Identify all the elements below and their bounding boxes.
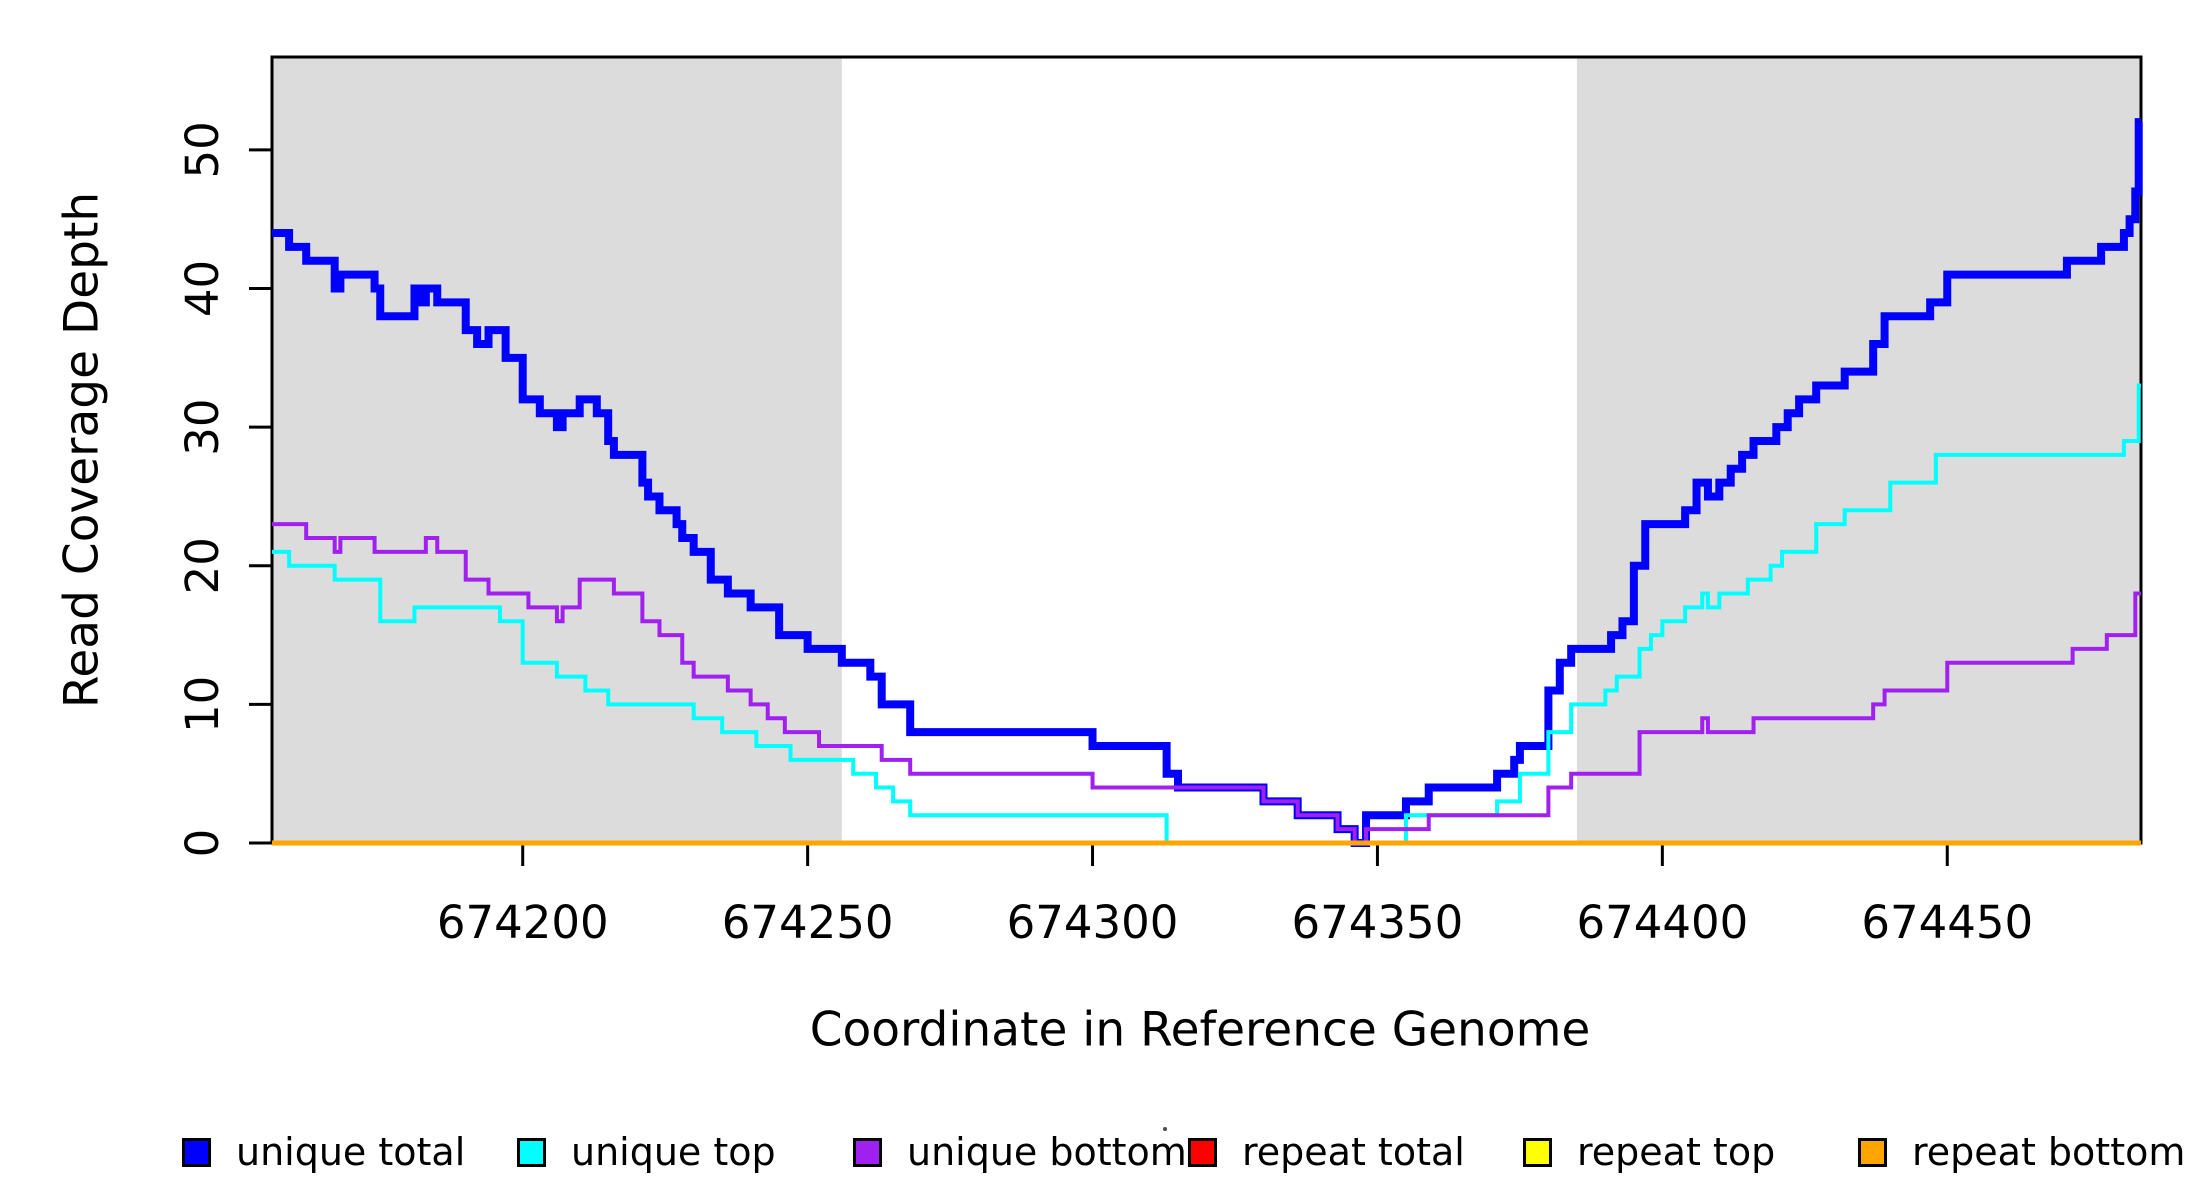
- legend-label: unique total: [236, 1130, 466, 1174]
- y-tick-label: 30: [176, 398, 229, 455]
- x-tick-label: 674450: [1861, 896, 2033, 949]
- legend-item: repeat total: [1188, 1132, 1465, 1172]
- legend-swatch-icon: [182, 1137, 211, 1167]
- y-tick-label: 20: [176, 537, 229, 594]
- legend-label: repeat top: [1577, 1130, 1776, 1174]
- y-tick-label: 0: [176, 829, 229, 858]
- x-tick-label: 674250: [722, 896, 894, 949]
- legend-swatch-icon: [1188, 1137, 1217, 1167]
- legend-label: unique top: [571, 1130, 776, 1174]
- shaded-region: [1576, 57, 2141, 843]
- y-axis-title: Read Coverage Depth: [54, 191, 110, 709]
- y-tick-label: 40: [176, 260, 229, 317]
- x-tick-label: 674400: [1576, 896, 1748, 949]
- y-tick-label: 50: [176, 121, 229, 178]
- x-tick-label: 674200: [437, 896, 609, 949]
- legend-label: repeat total: [1242, 1130, 1465, 1174]
- legend-item: unique bottom: [853, 1132, 1187, 1172]
- stray-dot: [1163, 1127, 1167, 1131]
- legend-label: repeat bottom: [1912, 1130, 2186, 1174]
- x-axis-title: Coordinate in Reference Genome: [809, 1002, 1591, 1058]
- series-unique-total: [272, 118, 2143, 847]
- series-unique-bottom: [272, 522, 2141, 845]
- legend-swatch-icon: [1858, 1137, 1887, 1167]
- legend-swatch-icon: [853, 1137, 882, 1167]
- legend-swatch-icon: [1523, 1137, 1552, 1167]
- legend-swatch-icon: [517, 1137, 546, 1167]
- legend: unique total unique top unique bottom repea…: [0, 1132, 2200, 1172]
- series-unique-top: [272, 383, 2141, 845]
- legend-item: unique total: [182, 1132, 465, 1172]
- legend-label: unique bottom: [907, 1130, 1187, 1174]
- legend-item: repeat top: [1523, 1132, 1775, 1172]
- y-tick-label: 10: [176, 676, 229, 733]
- shaded-region: [272, 57, 842, 843]
- x-tick-label: 674300: [1007, 896, 1179, 949]
- x-tick-label: 674350: [1292, 896, 1464, 949]
- legend-item: repeat bottom: [1858, 1132, 2185, 1172]
- legend-item: unique top: [517, 1132, 776, 1172]
